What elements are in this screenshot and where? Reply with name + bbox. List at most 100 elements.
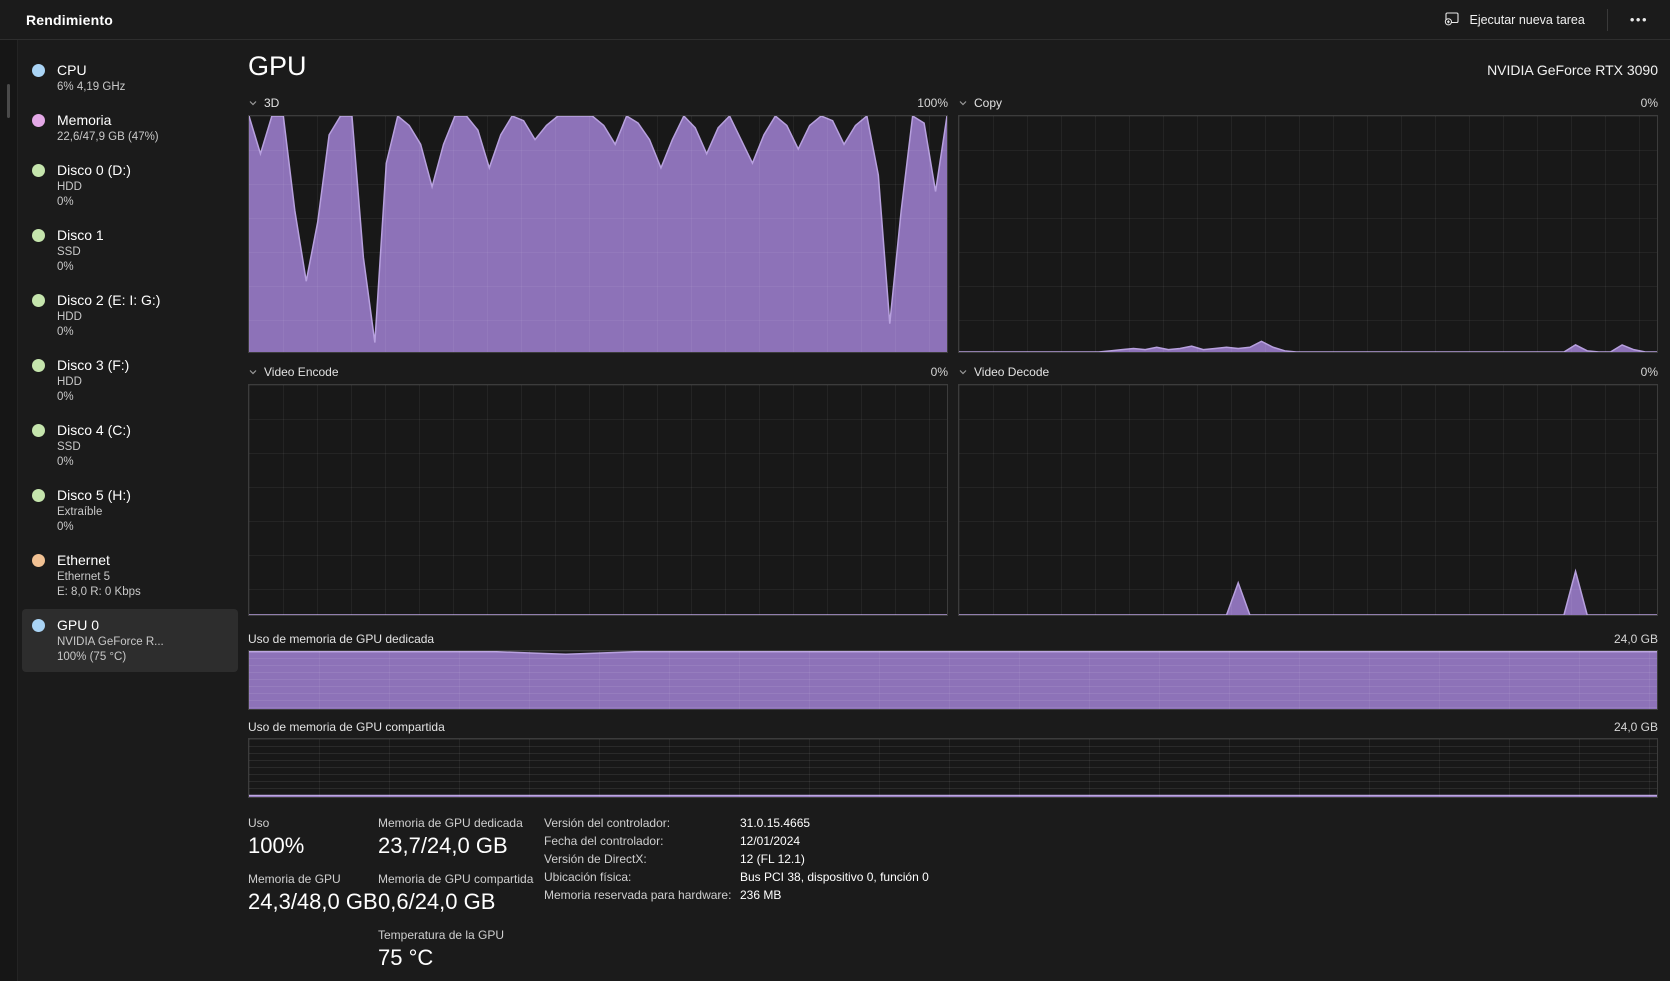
sidebar-item-title: Memoria <box>57 112 112 128</box>
sidebar-item-detail: Extraíble <box>57 506 103 518</box>
top-bar-actions: Ejecutar nueva tarea ••• <box>1436 5 1656 34</box>
performance-sidebar: CPU 6% 4,19 GHz Memoria 22,6/47,9 GB (47… <box>18 40 246 981</box>
sidebar-item-title: GPU 0 <box>57 617 100 633</box>
disk-status-dot <box>32 489 45 502</box>
chart-video-decode-value: 0% <box>1640 365 1658 379</box>
page-title: Rendimiento <box>26 11 113 28</box>
sidebar-item-disco2[interactable]: Disco 2 (E: I: G:) HDD 0% <box>22 284 238 347</box>
sidebar-item-gpu0[interactable]: GPU 0 NVIDIA GeForce R... 100% (75 °C) <box>22 609 238 672</box>
sidebar-item-disco1[interactable]: Disco 1 SSD 0% <box>22 219 238 282</box>
disk-status-dot <box>32 164 45 177</box>
detail-value: 236 MB <box>740 888 782 902</box>
sidebar-item-ethernet[interactable]: Ethernet Ethernet 5 E: 8,0 R: 0 Kbps <box>22 544 238 607</box>
run-new-task-button[interactable]: Ejecutar nueva tarea <box>1436 5 1592 34</box>
sidebar-item-detail: NVIDIA GeForce R... <box>57 636 164 648</box>
sidebar-item-disco3[interactable]: Disco 3 (F:) HDD 0% <box>22 349 238 412</box>
chart-copy-value: 0% <box>1640 96 1658 110</box>
sidebar-item-detail: 0% <box>57 521 74 533</box>
chart-shared-memory <box>248 738 1658 798</box>
sidebar-item-title: Disco 1 <box>57 227 104 243</box>
sidebar-item-detail: 0% <box>57 456 74 468</box>
chart-copy-label: Copy <box>974 96 1003 110</box>
sidebar-item-detail: 0% <box>57 261 74 273</box>
gpu-device-name: NVIDIA GeForce RTX 3090 <box>1487 62 1658 78</box>
chevron-down-icon[interactable] <box>248 98 258 108</box>
rail-scrollbar-thumb[interactable] <box>7 84 10 118</box>
chevron-down-icon[interactable] <box>958 367 968 377</box>
stat-value-mem-dedicada: 23,7/24,0 GB <box>378 833 508 858</box>
sidebar-item-detail: HDD <box>57 376 82 388</box>
chart-video-decode-label: Video Decode <box>974 365 1050 379</box>
detail-label: Versión de DirectX: <box>544 852 647 866</box>
sidebar-item-detail: 6% 4,19 GHz <box>57 81 126 93</box>
chart-video-encode-value: 0% <box>930 365 948 379</box>
sidebar-item-memoria[interactable]: Memoria 22,6/47,9 GB (47%) <box>22 104 238 152</box>
detail-value: 12/01/2024 <box>740 834 801 848</box>
sidebar-item-title: Disco 5 (H:) <box>57 487 131 503</box>
disk-status-dot <box>32 359 45 372</box>
chart-3d-label: 3D <box>264 96 280 110</box>
stat-label: Temperatura de la GPU <box>378 928 505 942</box>
sidebar-item-detail: 22,6/47,9 GB (47%) <box>57 131 159 143</box>
shared-memory-label: Uso de memoria de GPU compartida <box>248 720 445 734</box>
detail-label: Memoria reservada para hardware: <box>544 888 732 902</box>
sidebar-item-disco5[interactable]: Disco 5 (H:) Extraíble 0% <box>22 479 238 542</box>
sidebar-item-cpu[interactable]: CPU 6% 4,19 GHz <box>22 54 238 102</box>
sidebar-item-title: Disco 2 (E: I: G:) <box>57 292 161 308</box>
detail-label: Versión del controlador: <box>544 816 671 830</box>
chart-3d-value: 100% <box>917 96 948 110</box>
detail-label: Ubicación física: <box>544 870 632 884</box>
left-rail <box>0 40 18 981</box>
sidebar-item-detail: HDD <box>57 311 82 323</box>
disk-status-dot <box>32 424 45 437</box>
chart-dedicated-memory <box>248 650 1658 710</box>
sidebar-item-detail: 100% (75 °C) <box>57 651 127 663</box>
detail-label: Fecha del controlador: <box>544 834 664 848</box>
ethernet-status-dot <box>32 554 45 567</box>
disk-status-dot <box>32 229 45 242</box>
gpu-panel: GPU NVIDIA GeForce RTX 3090 3D 100% <box>246 40 1670 981</box>
driver-details: Versión del controlador: 31.0.15.4665 Fe… <box>544 816 1658 981</box>
stat-value-memoria-gpu: 24,3/48,0 GB <box>248 889 378 914</box>
sidebar-item-disco4[interactable]: Disco 4 (C:) SSD 0% <box>22 414 238 477</box>
sidebar-item-title: Disco 0 (D:) <box>57 162 131 178</box>
stat-label: Memoria de GPU compartida <box>378 872 534 886</box>
detail-value: 31.0.15.4665 <box>740 816 811 830</box>
chevron-down-icon[interactable] <box>958 98 968 108</box>
shared-memory-capacity: 24,0 GB <box>1613 720 1658 734</box>
sidebar-item-detail: 0% <box>57 391 74 403</box>
chart-video-encode <box>248 384 948 616</box>
gpu-stats: Uso 100% Memoria de GPU 24,3/48,0 GB Mem… <box>248 816 1658 981</box>
detail-value: 12 (FL 12.1) <box>740 852 805 866</box>
sidebar-item-detail: HDD <box>57 181 82 193</box>
chart-3d <box>248 115 948 353</box>
toolbar-divider <box>1606 8 1608 31</box>
sidebar-item-title: CPU <box>57 62 87 78</box>
disk-status-dot <box>32 294 45 307</box>
chart-video-encode-label: Video Encode <box>264 365 339 379</box>
detail-value: Bus PCI 38, dispositivo 0, función 0 <box>740 870 929 884</box>
sidebar-item-detail: SSD <box>57 246 81 258</box>
sidebar-item-title: Ethernet <box>57 552 110 568</box>
stat-value-temperatura: 75 °C <box>378 945 434 970</box>
new-task-icon <box>1444 10 1460 29</box>
stat-value-uso: 100% <box>248 833 305 858</box>
top-bar: Rendimiento Ejecutar nueva tarea ••• <box>0 0 1670 40</box>
sidebar-item-disco0[interactable]: Disco 0 (D:) HDD 0% <box>22 154 238 217</box>
run-new-task-label: Ejecutar nueva tarea <box>1469 12 1585 27</box>
sidebar-item-title: Disco 4 (C:) <box>57 422 131 438</box>
sidebar-item-detail: 0% <box>57 326 74 338</box>
memory-status-dot <box>32 114 45 127</box>
stat-value-mem-compartida: 0,6/24,0 GB <box>378 889 496 914</box>
sidebar-item-detail: 0% <box>57 196 74 208</box>
chart-video-decode <box>958 384 1658 616</box>
sidebar-item-detail: SSD <box>57 441 81 453</box>
dedicated-memory-capacity: 24,0 GB <box>1613 632 1658 646</box>
stat-label: Memoria de GPU <box>248 872 341 886</box>
sidebar-item-title: Disco 3 (F:) <box>57 357 130 373</box>
more-options-button[interactable]: ••• <box>1629 12 1648 27</box>
cpu-status-dot <box>32 64 45 77</box>
gpu-title: GPU <box>248 51 307 81</box>
gpu-status-dot <box>32 619 45 632</box>
chevron-down-icon[interactable] <box>248 367 258 377</box>
